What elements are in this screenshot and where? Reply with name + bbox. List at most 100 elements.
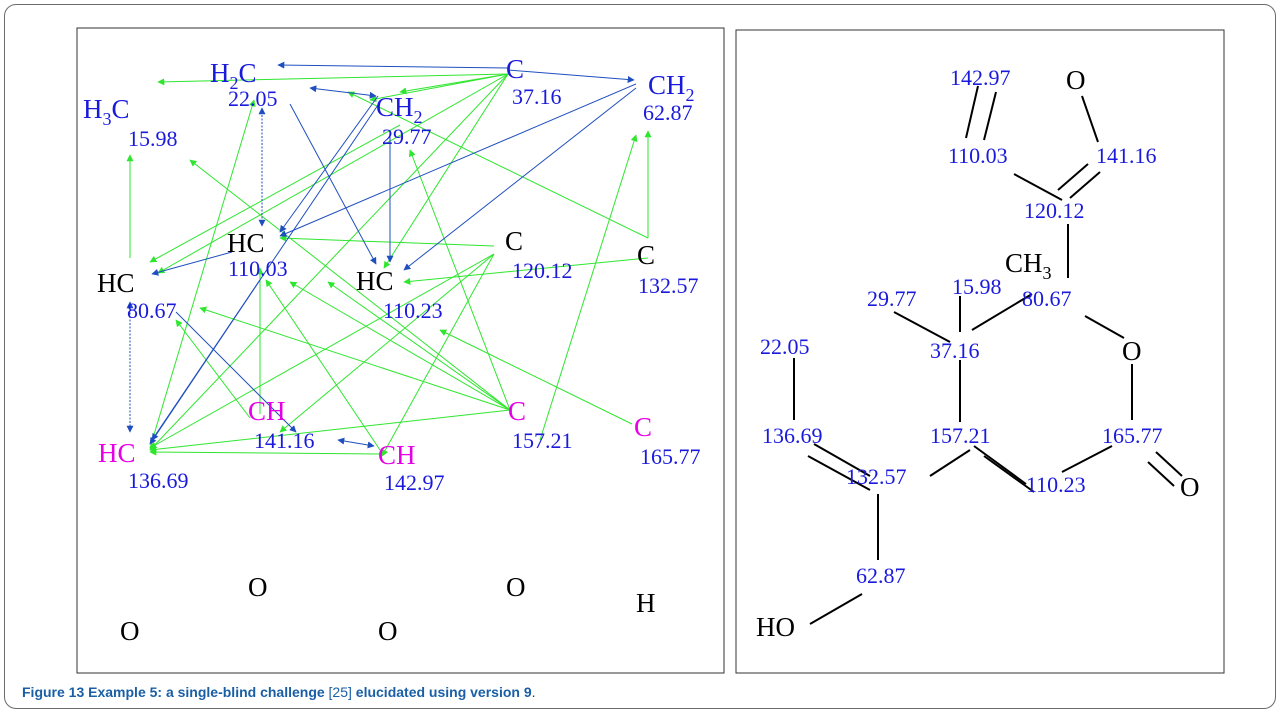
shift-80-67: 80.67 bbox=[127, 298, 177, 323]
shift-120-12: 120.12 bbox=[512, 258, 573, 283]
hetero-o-4: O bbox=[378, 616, 398, 646]
atom-c-37: C bbox=[506, 54, 524, 84]
hydroxyl-ho: HO bbox=[756, 612, 795, 642]
green-correlation-arrows bbox=[126, 73, 652, 457]
structure-labels: 142.97 O 110.03 141.16 120.12 CH3 29.77 … bbox=[756, 65, 1200, 642]
bond bbox=[1013, 173, 1063, 201]
arrow bbox=[507, 69, 635, 83]
figure-frame bbox=[4, 4, 1276, 709]
arrow bbox=[337, 437, 375, 449]
bond bbox=[1084, 315, 1125, 339]
arrow bbox=[157, 73, 509, 86]
arrow bbox=[289, 103, 377, 265]
arrow bbox=[149, 253, 495, 449]
arrow bbox=[383, 73, 509, 269]
bond bbox=[1061, 445, 1113, 473]
atom-labels: H2C 22.05 H3C 15.98 C 37.16 CH2 29.77 CH… bbox=[83, 54, 701, 646]
left-panel: H2C 22.05 H3C 15.98 C 37.16 CH2 29.77 CH… bbox=[76, 27, 725, 674]
shift-22-05-r: 22.05 bbox=[760, 334, 810, 359]
bond bbox=[1147, 461, 1175, 487]
atom-h3c: H3C bbox=[83, 94, 130, 129]
bond bbox=[1069, 171, 1101, 199]
bond bbox=[807, 455, 871, 491]
shift-142-97-r: 142.97 bbox=[950, 65, 1011, 90]
caption-title-2: elucidated using version 9 bbox=[355, 684, 532, 700]
shift-29-77-r: 29.77 bbox=[867, 286, 917, 311]
bond bbox=[973, 445, 1027, 485]
atom-hc-80: HC bbox=[97, 268, 135, 298]
shift-110-23-r: 110.23 bbox=[1026, 472, 1086, 497]
bond bbox=[983, 91, 997, 141]
figure-caption: Figure 13 Example 5: a single-blind chal… bbox=[22, 684, 536, 700]
shift-141-16: 141.16 bbox=[254, 428, 315, 453]
shift-62-87: 62.87 bbox=[643, 100, 693, 125]
arrow bbox=[157, 73, 509, 274]
shift-120-12-r: 120.12 bbox=[1024, 198, 1085, 223]
arrow bbox=[189, 159, 511, 411]
atom-c-157: C bbox=[508, 396, 526, 426]
arrow bbox=[149, 279, 261, 445]
bond bbox=[965, 85, 979, 139]
atom-hc-136: HC bbox=[98, 438, 136, 468]
caption-label: Figure 13 bbox=[22, 684, 85, 700]
atom-ch2-62: CH2 bbox=[648, 70, 695, 105]
atom-ch2-29: CH2 bbox=[376, 92, 423, 127]
left-panel-border bbox=[76, 27, 725, 674]
caption-period: . bbox=[531, 684, 536, 700]
arrow bbox=[289, 281, 511, 411]
arrow bbox=[279, 253, 495, 433]
caption-ref-link[interactable]: [25] bbox=[328, 684, 352, 700]
atom-ch-142: CH bbox=[378, 440, 416, 470]
o-furan: O bbox=[1066, 65, 1086, 95]
shift-165-77: 165.77 bbox=[640, 444, 701, 469]
shift-37-16-r: 37.16 bbox=[930, 338, 980, 363]
shift-110-03: 110.03 bbox=[228, 256, 288, 281]
shift-37-16: 37.16 bbox=[512, 84, 562, 109]
arrow bbox=[149, 409, 511, 453]
shift-165-77-r: 165.77 bbox=[1102, 423, 1163, 448]
blue-correlation-arrows bbox=[126, 61, 637, 449]
bond bbox=[971, 293, 1033, 331]
structure-bonds bbox=[793, 85, 1183, 625]
bond bbox=[809, 593, 863, 625]
shift-80-67-r: 80.67 bbox=[1022, 286, 1072, 311]
bond bbox=[813, 443, 871, 477]
hetero-o-3: O bbox=[120, 616, 140, 646]
arrow bbox=[279, 95, 379, 233]
o-lactone: O bbox=[1122, 336, 1142, 366]
shift-15-98-r: 15.98 bbox=[952, 274, 1002, 299]
bond bbox=[1081, 95, 1099, 143]
arrow bbox=[175, 311, 297, 433]
right-panel: 142.97 O 110.03 141.16 120.12 CH3 29.77 … bbox=[735, 29, 1225, 674]
shift-136-69: 136.69 bbox=[128, 468, 189, 493]
arrow bbox=[265, 279, 381, 451]
atom-ch-141: CH bbox=[248, 396, 286, 426]
shift-110-03-r: 110.03 bbox=[948, 143, 1008, 168]
shift-29-77: 29.77 bbox=[382, 124, 432, 149]
caption-title-1: Example 5: a single-blind challenge bbox=[88, 684, 325, 700]
arrow bbox=[347, 91, 649, 239]
arrow bbox=[199, 306, 511, 411]
hetero-o-2: O bbox=[506, 572, 526, 602]
arrow bbox=[369, 73, 509, 103]
atom-hc-110-03: HC bbox=[227, 228, 265, 258]
methyl-ch3: CH3 bbox=[1005, 248, 1052, 283]
atom-hc-110-23: HC bbox=[356, 266, 394, 296]
arrow bbox=[279, 234, 495, 247]
arrow bbox=[309, 85, 377, 99]
hetero-h: H bbox=[636, 588, 656, 618]
shift-136-69-r: 136.69 bbox=[762, 423, 823, 448]
hetero-o-1: O bbox=[248, 572, 268, 602]
shift-142-97: 142.97 bbox=[384, 470, 445, 495]
arrow bbox=[327, 281, 511, 411]
shift-62-87-r: 62.87 bbox=[856, 563, 906, 588]
shift-15-98: 15.98 bbox=[128, 126, 178, 151]
shift-157-21-r: 157.21 bbox=[930, 423, 991, 448]
atom-h2c: H2C bbox=[210, 58, 257, 93]
atom-c-132: C bbox=[637, 240, 655, 270]
arrow bbox=[403, 87, 637, 271]
atom-c-165: C bbox=[634, 412, 652, 442]
right-panel-border bbox=[735, 29, 1225, 674]
arrow bbox=[408, 149, 511, 411]
o-carbonyl: O bbox=[1180, 472, 1200, 502]
